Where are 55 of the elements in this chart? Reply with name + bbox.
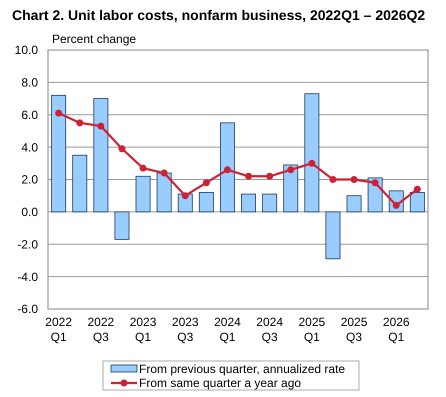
point xyxy=(245,172,252,180)
point xyxy=(182,192,189,200)
x-tick-label: 2022 Q3 xyxy=(88,315,115,344)
bar xyxy=(136,176,151,212)
y-tick-label: -2.0 xyxy=(17,237,38,252)
point xyxy=(97,122,104,130)
point xyxy=(414,186,421,193)
bar xyxy=(198,192,214,212)
y-tick-label: 8.0 xyxy=(21,76,38,90)
legend-label: From same quarter a year ago xyxy=(139,376,302,390)
bar xyxy=(262,194,278,212)
point xyxy=(160,170,168,177)
point xyxy=(224,166,231,174)
x-tick-label: 2024 Q3 xyxy=(256,315,284,344)
bar xyxy=(283,164,298,212)
y-tick-label: 10.0 xyxy=(14,43,38,58)
point xyxy=(55,110,62,117)
point xyxy=(308,160,316,167)
y-tick-label: 2.0 xyxy=(21,172,38,187)
bar xyxy=(304,93,320,212)
point xyxy=(329,176,336,183)
point xyxy=(202,179,210,186)
bar xyxy=(93,98,108,212)
legend-label: From previous quarter, annualized rate xyxy=(139,362,346,376)
y-tick-label: 0.0 xyxy=(21,205,38,220)
y-tick-label: 6.0 xyxy=(21,108,38,122)
point xyxy=(392,202,400,209)
point xyxy=(76,119,84,126)
x-tick-label: 2024 Q1 xyxy=(214,315,242,344)
bar xyxy=(72,154,88,212)
bar xyxy=(410,192,425,212)
point xyxy=(287,166,294,174)
bar xyxy=(241,194,256,212)
bar xyxy=(156,172,172,212)
point xyxy=(266,172,274,180)
point xyxy=(140,164,147,172)
bar xyxy=(114,211,130,240)
point xyxy=(118,145,126,152)
chart-title: Chart 2. Unit labor costs, nonfarm business, 2022Q1 – 2026Q2 xyxy=(12,7,426,23)
x-tick-label: 2023 Q1 xyxy=(130,315,157,344)
point xyxy=(372,179,379,186)
x-tick-label: 2025 Q3 xyxy=(340,315,368,344)
bar xyxy=(51,94,66,212)
y-tick-label: 4.0 xyxy=(21,140,38,154)
x-tick-label: 2025 Q1 xyxy=(298,315,326,344)
y-tick-label: -6.0 xyxy=(17,302,38,316)
x-tick-label: 2026 Q1 xyxy=(382,315,410,344)
x-tick-label: 2022 Q1 xyxy=(45,315,72,344)
y-axis-title: Percent change xyxy=(52,32,136,46)
bar xyxy=(220,122,235,212)
bar xyxy=(346,195,362,212)
x-tick-label: 2023 Q3 xyxy=(172,315,199,344)
point xyxy=(350,176,358,183)
bar xyxy=(325,211,340,260)
y-tick-label: -4.0 xyxy=(17,270,38,284)
